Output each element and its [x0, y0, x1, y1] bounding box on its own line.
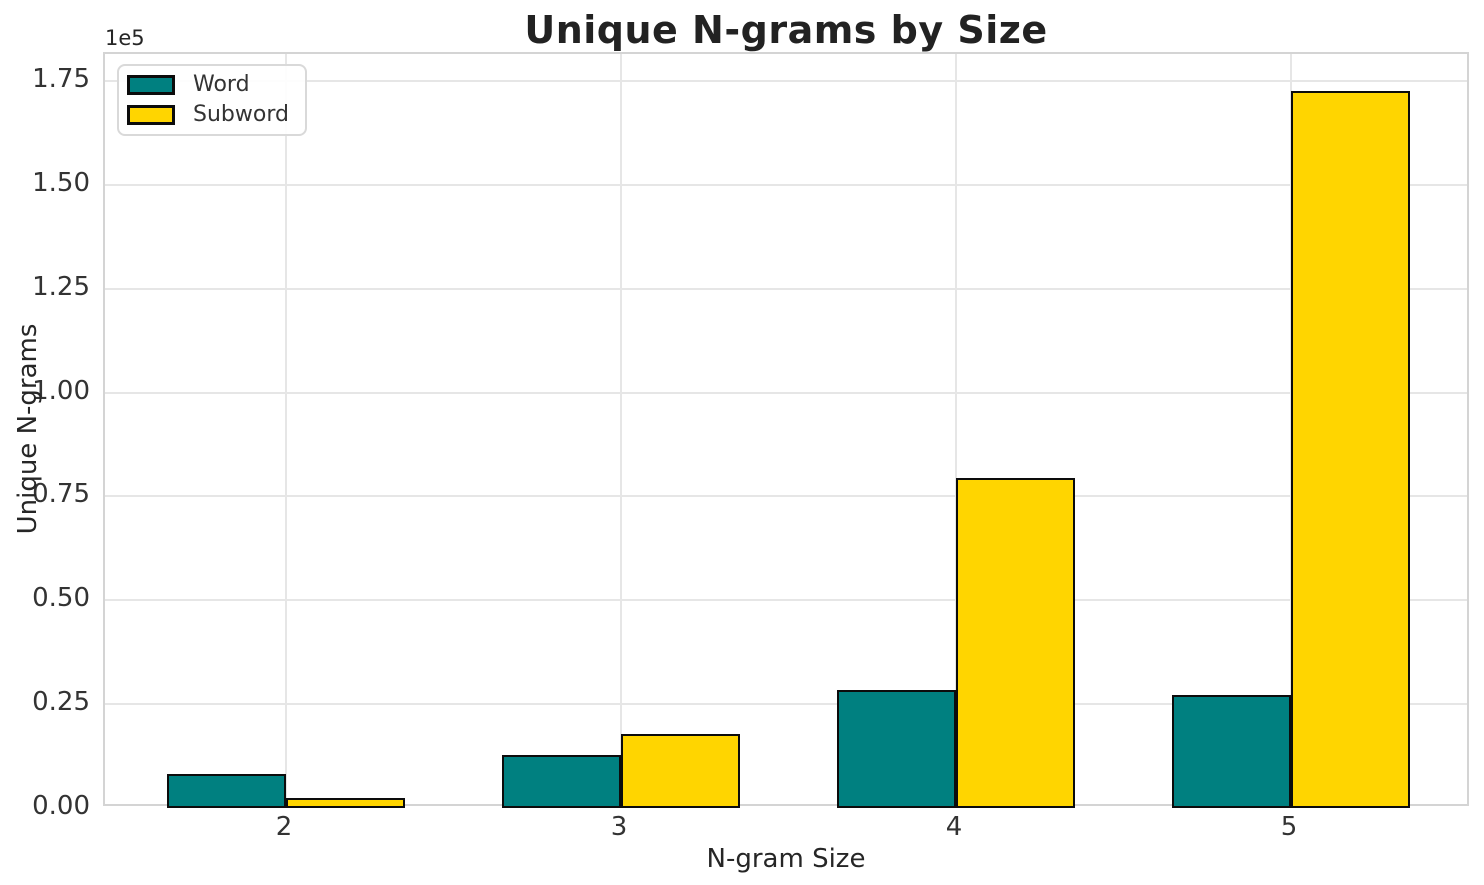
- y-tick-label: 0.50: [32, 583, 90, 614]
- gridline-horizontal: [105, 287, 1467, 290]
- y-tick-label: 1.50: [32, 167, 90, 198]
- plot-area: Word Subword: [103, 52, 1469, 808]
- y-tick-label: 1.75: [32, 64, 90, 94]
- gridline-horizontal: [105, 599, 1467, 602]
- bar-subword-3: [621, 733, 740, 808]
- gridline-vertical: [955, 54, 957, 804]
- legend-item-subword: Subword: [127, 104, 289, 126]
- y-tick-label: 0.75: [32, 479, 90, 510]
- x-axis-label: N-gram Size: [706, 844, 866, 874]
- x-tick-label: 2: [275, 812, 293, 842]
- bar-word-3: [502, 754, 621, 808]
- gridline-vertical: [285, 54, 287, 804]
- y-tick-label: 0.25: [32, 687, 90, 718]
- y-tick-label: 0.00: [32, 791, 90, 821]
- x-tick-label: 5: [1280, 812, 1298, 842]
- bar-word-4: [837, 690, 956, 808]
- gridline-horizontal: [105, 391, 1467, 394]
- legend: Word Subword: [117, 64, 307, 136]
- chart-title: Unique N-grams by Size: [524, 8, 1048, 52]
- x-tick-label: 4: [945, 812, 963, 842]
- y-tick-label: 1.25: [32, 271, 90, 302]
- gridline-horizontal: [105, 495, 1467, 498]
- legend-label-subword: Subword: [193, 102, 289, 127]
- gridline-horizontal: [105, 80, 1467, 82]
- y-tick-label: 1.00: [32, 375, 90, 406]
- x-tick-label: 3: [610, 812, 628, 842]
- legend-item-word: Word: [127, 74, 289, 96]
- gridline-horizontal: [105, 183, 1467, 186]
- gridline-horizontal: [105, 703, 1467, 706]
- legend-label-word: Word: [193, 72, 250, 97]
- bar-subword-2: [286, 798, 405, 808]
- bar-word-2: [167, 773, 286, 808]
- y-axis-label: Unique N-grams: [13, 323, 43, 535]
- gridline-vertical: [620, 54, 622, 804]
- bar-subword-5: [1291, 91, 1410, 808]
- subword-color-swatch: [127, 105, 175, 125]
- word-color-swatch: [127, 75, 175, 95]
- bar-word-5: [1172, 695, 1291, 808]
- y-axis-offset-label: 1e5: [105, 26, 145, 50]
- bar-subword-4: [956, 477, 1075, 808]
